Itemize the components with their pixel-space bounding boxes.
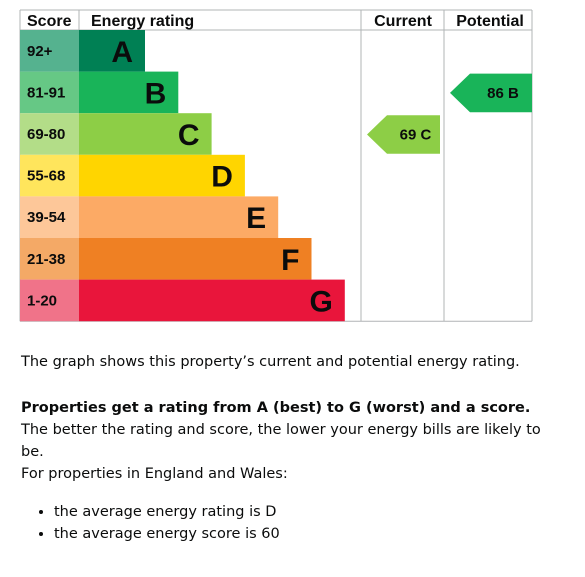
score-cell-a [20,30,79,72]
score-label-f: 21-38 [27,251,65,268]
rating-explanation-text: Properties get a rating from A (best) to… [21,397,561,463]
header-energy-rating: Energy rating [91,13,194,30]
potential-rating-arrow [450,73,532,113]
rating-explanation-bold: Properties get a rating from A (best) to… [21,400,531,416]
region-intro-text: For properties in England and Wales: [21,466,288,482]
potential-rating-label: 86 B [487,85,519,102]
score-label-a: 92+ [27,43,53,60]
current-rating-arrow [367,115,440,154]
rating-indicators: 69 C 86 B [367,73,532,154]
band-bar-a [79,30,145,72]
rating-explanation: Properties get a rating from A (best) to… [21,397,561,463]
band-bar-d [79,154,245,197]
rating-explanation-rest: The better the rating and score, the low… [21,422,541,460]
score-cell-f [20,238,79,280]
band-letter-f: F [281,244,299,277]
score-label-c: 69-80 [27,126,65,143]
score-label-g: 1-20 [27,292,57,309]
header-score: Score [27,13,72,30]
band-bar-f [79,238,312,280]
band-letter-c: C [178,119,200,152]
score-label-e: 39-54 [27,209,66,226]
graph-description: The graph shows this property’s current … [21,351,561,373]
score-cell-b [20,71,79,114]
average-rating-item: the average energy rating is D [54,501,561,523]
score-label-d: 55-68 [27,168,65,185]
header-potential: Potential [456,13,524,30]
band-letter-g: G [309,285,332,318]
score-cell-c [20,113,79,155]
rating-bands: 92+ A 81-91 B 69-80 C 55-68 D 39-54 E 21-38 F 1-20 G [20,30,345,322]
band-letter-e: E [246,202,266,235]
score-cell-g [20,279,79,322]
averages-list-items: the average energy rating is D the avera… [21,501,561,545]
band-bar-g [79,279,345,322]
band-letter-b: B [145,77,167,110]
average-score-item: the average energy score is 60 [54,523,561,545]
band-bar-c [79,113,212,155]
score-cell-e [20,196,79,238]
graph-description-text: The graph shows this property’s current … [21,354,520,370]
averages-list: the average energy rating is D the avera… [21,501,561,545]
current-rating-label: 69 C [400,127,432,144]
score-cell-d [20,154,79,197]
band-letter-a: A [111,36,133,69]
header-current: Current [374,13,432,30]
band-letter-d: D [211,161,233,194]
band-bar-b [79,71,179,114]
chart-headers: Score Energy rating Current Potential [27,13,524,30]
band-bar-e [79,196,279,238]
region-intro: For properties in England and Wales: [21,463,561,485]
score-label-b: 81-91 [27,84,65,101]
energy-rating-chart: Score Energy rating Current Potential 92… [19,9,533,322]
